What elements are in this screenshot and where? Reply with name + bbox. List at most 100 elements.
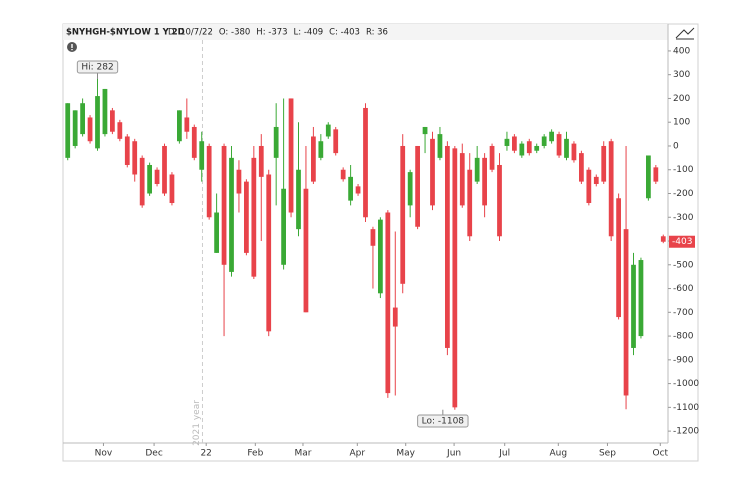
x-tick-label: 22 — [200, 449, 211, 459]
candle-body — [87, 117, 93, 142]
candle — [489, 143, 495, 173]
candle-body — [608, 141, 614, 237]
candle-body — [117, 122, 123, 139]
candle — [199, 131, 205, 182]
candle-body — [392, 307, 398, 327]
candle — [147, 162, 152, 196]
last-value-box — [669, 235, 695, 248]
year-watermark: 2021 year — [192, 400, 202, 446]
candle-body — [340, 169, 346, 180]
candle-body — [564, 138, 569, 158]
candle — [653, 164, 659, 184]
candle — [422, 126, 428, 154]
candle — [631, 252, 636, 356]
candle-body — [72, 110, 78, 146]
candle-body — [132, 141, 138, 175]
candle-body — [65, 103, 71, 158]
x-tick-label: Mar — [294, 449, 311, 459]
candle-body — [489, 145, 495, 170]
candle — [184, 98, 190, 139]
candle-body — [124, 136, 130, 165]
y-tick-label: -200 — [673, 189, 694, 199]
candle — [467, 153, 473, 242]
candle — [236, 160, 242, 213]
candle — [378, 217, 383, 299]
candle-body — [400, 145, 406, 284]
x-tick-label: Sep — [599, 449, 616, 459]
candle — [519, 141, 525, 158]
candle — [623, 145, 629, 410]
y-tick-label: -100 — [673, 165, 694, 175]
candle — [526, 138, 532, 156]
y-tick-label: -300 — [673, 213, 694, 223]
header-field: D: 10/7/22 — [168, 28, 213, 38]
candle — [616, 193, 621, 320]
candle-body — [579, 153, 584, 182]
candle-body — [325, 124, 331, 137]
last-value: -403 — [672, 237, 692, 247]
candle — [608, 138, 614, 242]
y-tick-label: 200 — [673, 94, 690, 104]
candle — [288, 98, 294, 218]
candle-body — [422, 126, 428, 135]
candle — [325, 122, 331, 139]
candle — [229, 145, 234, 277]
candle — [571, 141, 577, 163]
x-tick-label: Aug — [550, 449, 568, 459]
header-bar — [63, 24, 668, 40]
x-tick-label: Nov — [95, 449, 113, 459]
candle-body — [549, 131, 554, 142]
candle-body — [430, 138, 435, 206]
candle-body — [355, 186, 361, 194]
x-tick-label: Dec — [145, 449, 162, 459]
candle — [564, 131, 569, 161]
hi-label-box — [76, 60, 119, 74]
alert-icon[interactable] — [67, 42, 77, 52]
candle — [541, 134, 547, 149]
candle — [162, 143, 167, 196]
y-tick-label: -700 — [673, 308, 694, 318]
candle — [638, 257, 644, 339]
candle-body — [452, 148, 458, 408]
candle — [258, 134, 264, 242]
candle-body — [154, 169, 160, 184]
candle-body — [244, 181, 249, 253]
candle-body — [162, 145, 167, 194]
candle-body — [184, 117, 190, 132]
candle-body — [601, 145, 607, 182]
candle-body — [378, 219, 383, 294]
candle-body — [370, 229, 376, 246]
candle — [601, 141, 607, 184]
candle-body — [206, 145, 212, 218]
candle — [102, 88, 108, 137]
candle — [266, 169, 272, 337]
candle-body — [229, 157, 234, 272]
candle-body — [169, 174, 175, 204]
candle — [363, 103, 368, 223]
x-tick-label: Oct — [653, 449, 669, 459]
candle-body — [445, 145, 450, 348]
candle-body — [110, 110, 115, 132]
candle-body — [363, 107, 368, 218]
candle — [437, 126, 443, 161]
candle-body — [266, 174, 272, 332]
candle-body — [191, 126, 197, 158]
candle — [497, 153, 502, 242]
candle-body — [631, 264, 636, 348]
candle — [407, 169, 413, 218]
candle — [139, 155, 145, 208]
candle — [348, 164, 353, 206]
candle-body — [459, 153, 465, 206]
candle-body — [288, 98, 294, 213]
candle — [593, 174, 599, 187]
lo-label-box — [417, 414, 469, 428]
candle-body — [638, 260, 644, 337]
settings-icon[interactable] — [675, 27, 695, 40]
candle — [318, 134, 324, 161]
candle-body — [258, 145, 264, 177]
candle-body — [586, 169, 592, 204]
candle — [296, 122, 301, 237]
candle-body — [273, 126, 279, 158]
candle — [579, 150, 584, 184]
